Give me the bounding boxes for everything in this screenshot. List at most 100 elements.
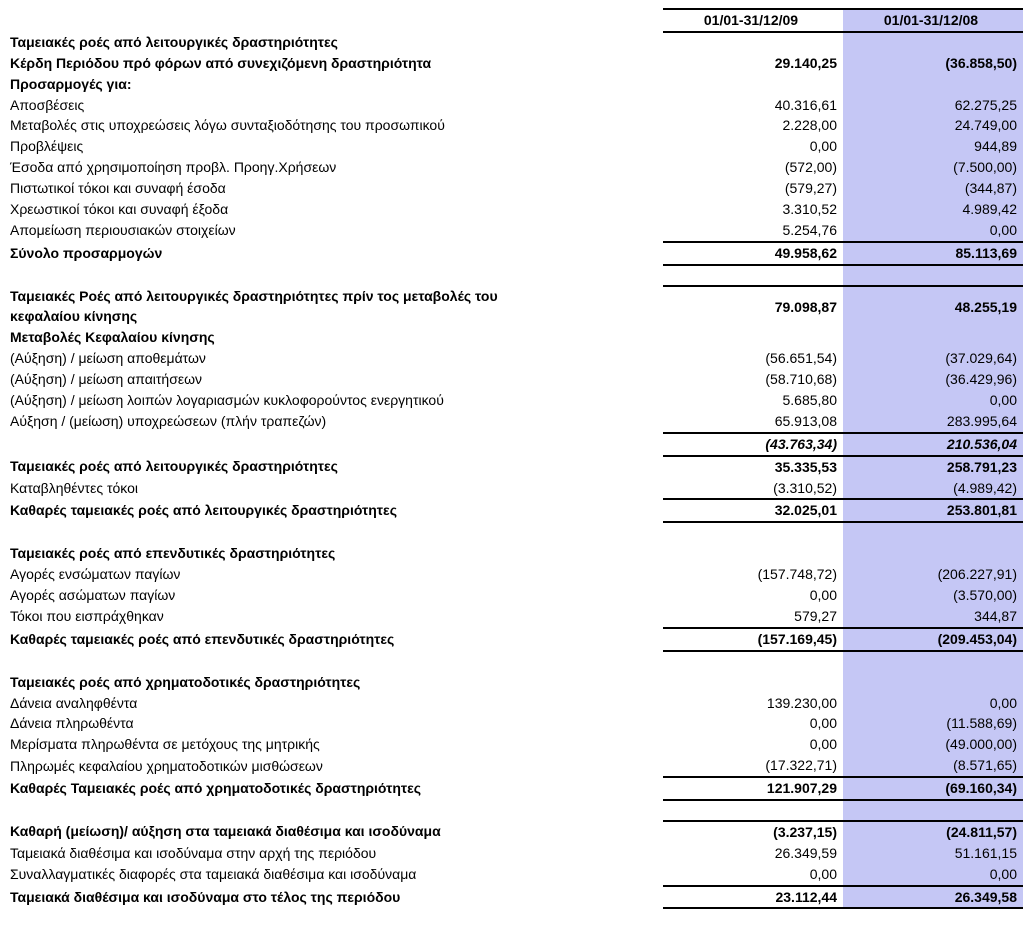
value-2009: 26.349,59 (663, 843, 843, 864)
value-2009: 23.112,44 (663, 886, 843, 909)
table-row: Αγορές ενσώματων παγίων(157.748,72)(206.… (8, 564, 1023, 585)
row-label: Καταβληθέντες τόκοι (8, 478, 663, 500)
table-row: (43.763,34)210.536,04 (8, 433, 1023, 456)
table-row: Ταμειακά διαθέσιμα και ισοδύναμα στο τέλ… (8, 886, 1023, 909)
table-row: Ταμειακές ροές από λειτουργικές δραστηρι… (8, 456, 1023, 478)
value-2009: 121.907,29 (663, 777, 843, 800)
row-label: Προσαρμογές για: (8, 74, 663, 95)
value-2009: (3.237,15) (663, 821, 843, 843)
value-2008: 210.536,04 (843, 433, 1023, 456)
row-label: Πληρωμές κεφαλαίου χρηματοδοτικών μισθώσ… (8, 755, 663, 777)
table-row: Πληρωμές κεφαλαίου χρηματοδοτικών μισθώσ… (8, 755, 1023, 777)
row-label: Έσοδα από χρησιμοποίηση προβλ. Προηγ.Χρή… (8, 157, 663, 178)
table-row: Καθαρές ταμειακές ροές από λειτουργικές … (8, 499, 1023, 522)
spacer (8, 651, 663, 672)
table-row: Ταμειακές ροές από λειτουργικές δραστηρι… (8, 32, 1023, 53)
row-label: Κέρδη Περιόδου πρό φόρων από συνεχιζόμεν… (8, 53, 663, 74)
value-2008: (49.000,00) (843, 734, 1023, 755)
table-row: Ταμειακές ροές από επενδυτικές δραστηριό… (8, 543, 1023, 564)
value-2009: 0,00 (663, 713, 843, 734)
value-2008: (3.570,00) (843, 585, 1023, 606)
value-2008: (209.453,04) (843, 628, 1023, 651)
value-2009: (157.748,72) (663, 564, 843, 585)
table-row: Κέρδη Περιόδου πρό φόρων από συνεχιζόμεν… (8, 53, 1023, 74)
value-2008: 344,87 (843, 606, 1023, 628)
value-2008: (69.160,34) (843, 777, 1023, 800)
value-2009: 0,00 (663, 585, 843, 606)
value-2008: 0,00 (843, 864, 1023, 886)
table-row (8, 265, 1023, 286)
value-2009: 5.685,80 (663, 390, 843, 411)
table-row: Προσαρμογές για: (8, 74, 1023, 95)
table-row: Απομείωση περιουσιακών στοιχείων5.254,76… (8, 220, 1023, 242)
value-2009: 0,00 (663, 136, 843, 157)
value-2008: (24.811,57) (843, 821, 1023, 843)
row-label: (Αύξηση) / μείωση αποθεμάτων (8, 348, 663, 369)
table-row: (Αύξηση) / μείωση λοιπών λογαριασμών κυκ… (8, 390, 1023, 411)
table-row: Ταμειακές ροές από χρηματοδοτικές δραστη… (8, 672, 1023, 693)
value-2008: (344,87) (843, 178, 1023, 199)
table-row: Αύξηση / (μείωση) υποχρεώσεων (πλήν τραπ… (8, 411, 1023, 433)
value-2008 (843, 74, 1023, 95)
row-label: Δάνεια αναληφθέντα (8, 693, 663, 714)
row-label: (Αύξηση) / μείωση απαιτήσεων (8, 369, 663, 390)
value-2008: 4.989,42 (843, 199, 1023, 220)
table-row: Πιστωτικοί τόκοι και συναφή έσοδα(579,27… (8, 178, 1023, 199)
value-2009: 32.025,01 (663, 499, 843, 522)
row-label: Μεταβολές Κεφαλαίου κίνησης (8, 327, 663, 348)
row-label: Αποσβέσεις (8, 95, 663, 116)
value-2009: (157.169,45) (663, 628, 843, 651)
spacer (8, 522, 663, 543)
value-2009: 29.140,25 (663, 53, 843, 74)
value-2008: 253.801,81 (843, 499, 1023, 522)
row-label: Μερίσματα πληρωθέντα σε μετόχους της μητ… (8, 734, 663, 755)
row-label: κεφαλαίου κίνησης (8, 306, 663, 327)
row-label: Τόκοι που εισπράχθηκαν (8, 606, 663, 628)
value-2009: 40.316,61 (663, 95, 843, 116)
table-row: Αγορές ασώματων παγίων0,00(3.570,00) (8, 585, 1023, 606)
table-row (8, 522, 1023, 543)
table-row: Έσοδα από χρησιμοποίηση προβλ. Προηγ.Χρή… (8, 157, 1023, 178)
value-2009: (579,27) (663, 178, 843, 199)
value-2008: 48.255,19 (843, 286, 1023, 328)
table-row: Καθαρή (μείωση)/ αύξηση στα ταμειακά δια… (8, 821, 1023, 843)
row-label: Καθαρές Ταμειακές ροές από χρηματοδοτικέ… (8, 777, 663, 800)
header-spacer (8, 9, 663, 32)
value-2009: 0,00 (663, 734, 843, 755)
value-2009 (663, 74, 843, 95)
table-row: Μερίσματα πληρωθέντα σε μετόχους της μητ… (8, 734, 1023, 755)
value-2009: (17.322,71) (663, 755, 843, 777)
row-label: Αγορές ασώματων παγίων (8, 585, 663, 606)
table-row: Αποσβέσεις40.316,6162.275,25 (8, 95, 1023, 116)
row-label: Δάνεια πληρωθέντα (8, 713, 663, 734)
value-2008: (4.989,42) (843, 478, 1023, 500)
value-2008: (36.429,96) (843, 369, 1023, 390)
spacer (8, 800, 663, 821)
row-label: Σύνολο προσαρμογών (8, 242, 663, 265)
table-row: (Αύξηση) / μείωση απαιτήσεων(58.710,68)(… (8, 369, 1023, 390)
table-row (8, 651, 1023, 672)
value-2009: 79.098,87 (663, 286, 843, 328)
row-label: Απομείωση περιουσιακών στοιχείων (8, 220, 663, 242)
table-row: Καθαρές Ταμειακές ροές από χρηματοδοτικέ… (8, 777, 1023, 800)
row-label: Ταμειακές ροές από λειτουργικές δραστηρι… (8, 456, 663, 478)
value-2008: 51.161,15 (843, 843, 1023, 864)
table-row: Χρεωστικοί τόκοι και συναφή έξοδα3.310,5… (8, 199, 1023, 220)
table-row: Μεταβολές Κεφαλαίου κίνησης (8, 327, 1023, 348)
value-2008: 0,00 (843, 693, 1023, 714)
value-2008: (37.029,64) (843, 348, 1023, 369)
value-2009: 0,00 (663, 864, 843, 886)
value-2008: 26.349,58 (843, 886, 1023, 909)
value-2008: (8.571,65) (843, 755, 1023, 777)
row-label: Συναλλαγματικές διαφορές στα ταμειακά δι… (8, 864, 663, 886)
row-label: Αύξηση / (μείωση) υποχρεώσεων (πλήν τραπ… (8, 411, 663, 433)
value-2008: 62.275,25 (843, 95, 1023, 116)
row-label: Αγορές ενσώματων παγίων (8, 564, 663, 585)
table-row: Μεταβολές στις υποχρεώσεις λόγω συνταξιο… (8, 115, 1023, 136)
row-label: Καθαρές ταμειακές ροές από επενδυτικές δ… (8, 628, 663, 651)
table-row: Προβλέψεις0,00944,89 (8, 136, 1023, 157)
table-row: Δάνεια πληρωθέντα0,00(11.588,69) (8, 713, 1023, 734)
cash-flow-table: 01/01-31/12/0901/01-31/12/08Ταμειακές ρο… (8, 8, 1023, 909)
value-2009: 2.228,00 (663, 115, 843, 136)
value-2008: 258.791,23 (843, 456, 1023, 478)
